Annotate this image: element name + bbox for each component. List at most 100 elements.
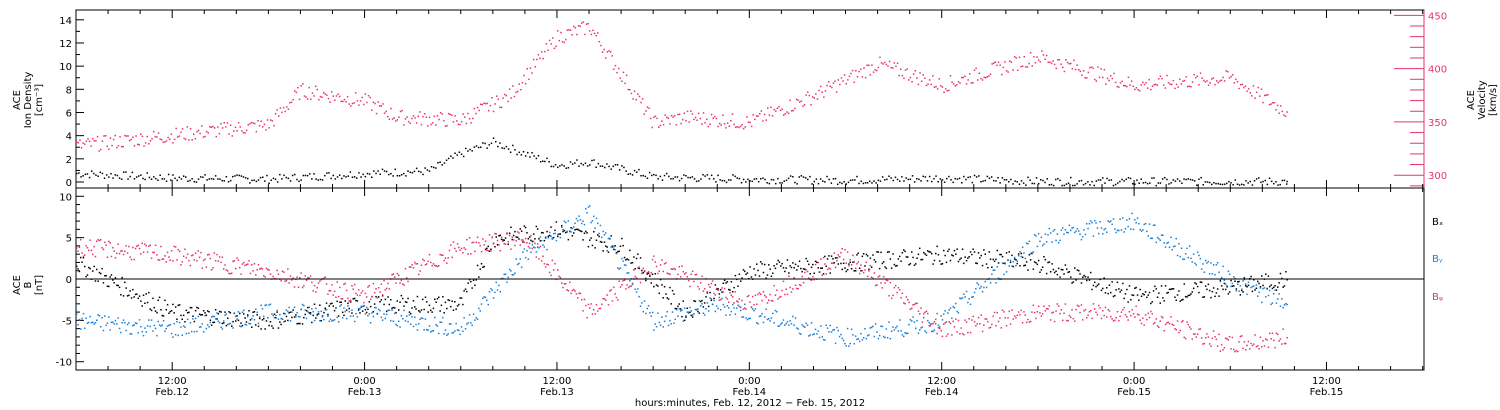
bz-point <box>1024 314 1026 316</box>
bz-point <box>821 274 823 276</box>
bz-point <box>202 259 205 262</box>
bx-point <box>623 256 626 259</box>
bz-point <box>744 307 746 309</box>
bz-point <box>1211 337 1214 339</box>
by-point <box>980 285 982 288</box>
bx-point <box>557 235 559 238</box>
by-point <box>420 317 423 319</box>
bz-point <box>245 264 248 266</box>
density-point <box>751 180 753 183</box>
by-point <box>613 245 615 248</box>
density-point <box>1166 178 1168 181</box>
bz-point <box>794 284 797 287</box>
bz-point <box>237 259 240 261</box>
bz-point <box>662 270 664 273</box>
by-point <box>1086 223 1088 225</box>
velocity-point <box>430 123 432 126</box>
by-point <box>293 306 296 308</box>
bx-point <box>534 238 536 240</box>
bz-point <box>1242 347 1244 350</box>
density-point <box>176 179 178 182</box>
bx-point <box>523 225 526 227</box>
bx-point <box>192 315 194 317</box>
velocity-point <box>407 120 410 123</box>
by-point <box>284 313 286 315</box>
bx-point <box>444 301 447 304</box>
velocity-point <box>1033 56 1035 58</box>
by-point <box>603 234 606 236</box>
by-point <box>900 330 902 332</box>
by-point <box>543 246 546 248</box>
by-point <box>388 309 391 311</box>
velocity-point <box>419 111 421 113</box>
by-point <box>920 327 922 329</box>
bz-point <box>703 288 706 290</box>
velocity-point <box>1185 76 1187 78</box>
bx-point <box>594 247 596 249</box>
bx-point <box>244 317 246 319</box>
density-point <box>569 161 572 163</box>
by-point <box>619 267 622 269</box>
bz-point <box>285 279 288 282</box>
density-point <box>849 179 852 182</box>
bx-point <box>164 299 166 302</box>
by-point <box>1191 261 1193 263</box>
bx-point <box>136 293 138 295</box>
by-point <box>308 306 310 308</box>
velocity-point <box>978 72 981 74</box>
by-point <box>1095 222 1097 224</box>
velocity-point <box>379 105 381 107</box>
bx-point <box>597 234 599 236</box>
bz-point <box>528 242 531 245</box>
bx-point <box>329 303 332 305</box>
bx-point <box>1216 288 1219 290</box>
bz-point <box>981 330 984 333</box>
density-point <box>584 162 587 164</box>
bx-point <box>276 311 278 313</box>
bz-point <box>1212 330 1215 332</box>
bz-point <box>427 260 429 263</box>
bz-point <box>204 258 206 260</box>
bz-point <box>188 259 190 262</box>
bz-point <box>400 279 403 282</box>
by-point <box>1174 245 1176 247</box>
velocity-point <box>616 71 618 74</box>
bx-point <box>311 321 313 324</box>
by-point <box>928 321 930 324</box>
velocity-point <box>1092 67 1094 70</box>
bz-point <box>486 249 488 251</box>
by-point <box>587 206 590 208</box>
velocity-point <box>800 100 803 102</box>
bx-point <box>547 235 550 238</box>
bx-point <box>236 315 238 317</box>
bz-point <box>956 331 958 333</box>
velocity-point <box>1071 68 1074 70</box>
bx-point <box>404 301 407 303</box>
bz-point <box>165 261 167 263</box>
velocity-point <box>334 99 336 101</box>
bz-point <box>602 298 604 300</box>
time-tick-label: 0:00 <box>353 376 375 387</box>
bx-point <box>991 266 993 268</box>
bz-point <box>1226 338 1228 340</box>
by-point <box>146 325 149 327</box>
velocity-point <box>170 133 173 135</box>
bx-point <box>895 265 897 267</box>
velocity-point <box>1268 103 1271 106</box>
velocity-point <box>571 34 573 36</box>
by-point <box>172 336 174 338</box>
bx-point <box>945 261 948 264</box>
by-point <box>201 323 204 325</box>
density-point <box>928 175 931 178</box>
bx-point <box>829 272 831 274</box>
velocity-point <box>532 58 535 61</box>
by-point <box>1094 219 1096 222</box>
density-point <box>155 177 157 180</box>
by-point <box>490 288 492 290</box>
density-point <box>847 181 850 184</box>
density-point <box>300 179 302 181</box>
bx-point <box>1147 294 1149 296</box>
bz-point <box>492 242 495 244</box>
by-point <box>699 305 702 307</box>
bx-point <box>1140 295 1143 297</box>
